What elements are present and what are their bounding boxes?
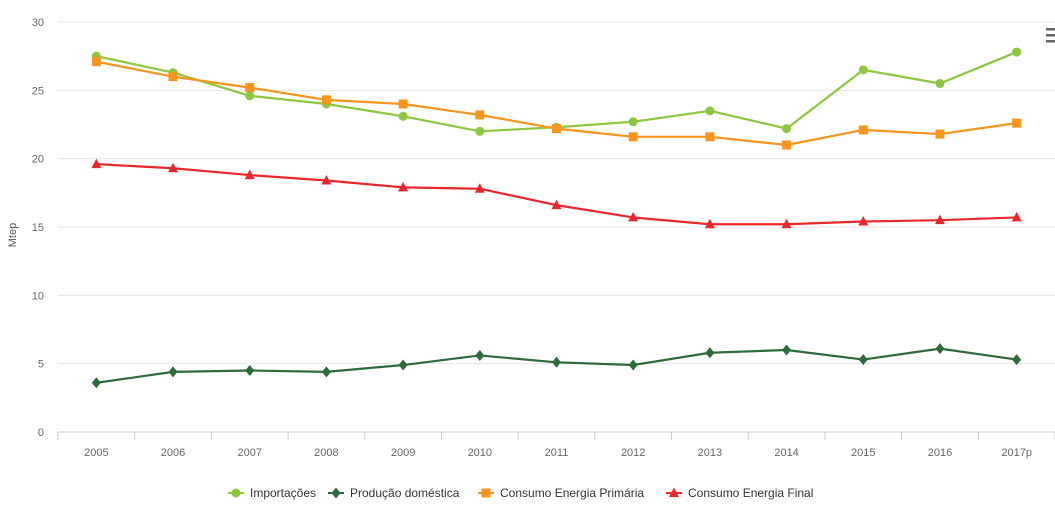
series-1 bbox=[91, 343, 1022, 389]
y-tick-label: 20 bbox=[32, 154, 44, 166]
data-point[interactable] bbox=[1011, 211, 1022, 222]
legend-label: Importações bbox=[250, 486, 316, 500]
data-point[interactable] bbox=[628, 132, 638, 142]
data-point[interactable] bbox=[91, 377, 101, 389]
x-tick-label: 2015 bbox=[851, 447, 875, 459]
data-point[interactable] bbox=[551, 199, 562, 210]
x-tick-label: 2011 bbox=[545, 447, 569, 459]
data-point[interactable] bbox=[398, 359, 408, 371]
data-point[interactable] bbox=[628, 211, 639, 222]
y-tick-label: 25 bbox=[32, 85, 44, 97]
data-point[interactable] bbox=[1012, 354, 1022, 366]
axes: 0 5 10 15 20 25 30 2005 2006 2007 2008 2009 2010 2011… bbox=[32, 17, 1055, 459]
x-tick-label: 2014 bbox=[774, 447, 798, 459]
data-point[interactable] bbox=[168, 162, 179, 173]
y-tick-label: 10 bbox=[32, 290, 44, 302]
data-point[interactable] bbox=[628, 117, 638, 127]
data-point[interactable] bbox=[321, 175, 332, 185]
x-tick-label: 2007 bbox=[237, 447, 261, 459]
data-point[interactable] bbox=[552, 124, 561, 134]
data-point[interactable] bbox=[244, 169, 255, 180]
y-tick-label: 30 bbox=[32, 17, 44, 29]
legend-item[interactable]: Produção doméstica bbox=[328, 486, 460, 500]
data-point[interactable] bbox=[91, 158, 102, 169]
data-point[interactable] bbox=[475, 349, 485, 361]
data-point[interactable] bbox=[475, 126, 485, 136]
data-point[interactable] bbox=[398, 181, 409, 192]
data-point[interactable] bbox=[935, 343, 945, 355]
data-point[interactable] bbox=[705, 347, 715, 359]
y-axis-title: Mtep bbox=[7, 223, 19, 247]
data-point[interactable] bbox=[858, 216, 869, 226]
data-point[interactable] bbox=[782, 140, 792, 150]
data-point[interactable] bbox=[168, 72, 178, 82]
data-point[interactable] bbox=[704, 218, 715, 229]
data-point[interactable] bbox=[398, 99, 408, 109]
series-line bbox=[96, 51, 1018, 133]
data-point[interactable] bbox=[91, 57, 101, 67]
data-point[interactable] bbox=[782, 124, 792, 134]
legend-marker[interactable] bbox=[331, 487, 341, 499]
series-group bbox=[91, 47, 1022, 389]
legend-marker[interactable] bbox=[669, 487, 679, 498]
y-tick-label: 0 bbox=[38, 427, 44, 439]
x-tick-label: 2012 bbox=[621, 447, 645, 459]
data-point[interactable] bbox=[475, 110, 485, 120]
data-point[interactable] bbox=[245, 365, 255, 376]
data-point[interactable] bbox=[1012, 47, 1022, 57]
data-point[interactable] bbox=[552, 356, 561, 368]
data-point[interactable] bbox=[858, 354, 868, 366]
legend-item[interactable]: Consumo Energia Primária bbox=[478, 486, 644, 500]
legend-label: Consumo Energia Final bbox=[688, 486, 813, 500]
legend-marker[interactable] bbox=[231, 488, 241, 498]
legend-label: Produção doméstica bbox=[350, 486, 460, 500]
y-tick-label: 15 bbox=[32, 222, 44, 234]
legend-label: Consumo Energia Primária bbox=[500, 486, 644, 500]
x-tick-label: 2013 bbox=[698, 447, 722, 459]
data-point[interactable] bbox=[934, 214, 945, 225]
legend-marker[interactable] bbox=[481, 488, 491, 498]
data-point[interactable] bbox=[474, 183, 485, 193]
series-0 bbox=[91, 47, 1022, 136]
legend-item[interactable]: Importações bbox=[228, 486, 316, 500]
data-point[interactable] bbox=[935, 129, 945, 139]
data-point[interactable] bbox=[245, 83, 255, 93]
data-point[interactable] bbox=[628, 359, 638, 371]
data-point[interactable] bbox=[858, 65, 868, 75]
series-line bbox=[96, 163, 1017, 226]
x-tick-label: 2016 bbox=[928, 447, 952, 459]
legend-item[interactable]: Consumo Energia Final bbox=[666, 486, 813, 500]
x-tick-label: 2017p bbox=[1001, 447, 1032, 459]
x-tick-label: 2006 bbox=[161, 447, 185, 459]
data-point[interactable] bbox=[1012, 118, 1022, 128]
x-tick-label: 2005 bbox=[84, 447, 108, 459]
data-point[interactable] bbox=[781, 218, 792, 229]
data-point[interactable] bbox=[858, 125, 868, 135]
grid bbox=[58, 21, 1055, 433]
data-point[interactable] bbox=[168, 366, 178, 378]
data-point[interactable] bbox=[782, 344, 792, 356]
series-3 bbox=[91, 158, 1022, 229]
x-tick-label: 2009 bbox=[391, 447, 415, 459]
legend: Importações Produção doméstica Consumo Ene… bbox=[228, 486, 813, 500]
y-tick-label: 5 bbox=[38, 359, 44, 371]
data-point[interactable] bbox=[245, 91, 255, 101]
series-2 bbox=[91, 57, 1022, 150]
x-tick-label: 2010 bbox=[468, 447, 492, 459]
data-point[interactable] bbox=[398, 111, 408, 121]
data-point[interactable] bbox=[705, 132, 715, 142]
data-point[interactable] bbox=[705, 106, 715, 116]
data-point[interactable] bbox=[321, 366, 331, 378]
x-tick-label: 2008 bbox=[314, 447, 338, 459]
data-point[interactable] bbox=[321, 95, 331, 105]
hamburger-menu-icon[interactable] bbox=[1046, 28, 1055, 43]
data-point[interactable] bbox=[935, 79, 945, 88]
